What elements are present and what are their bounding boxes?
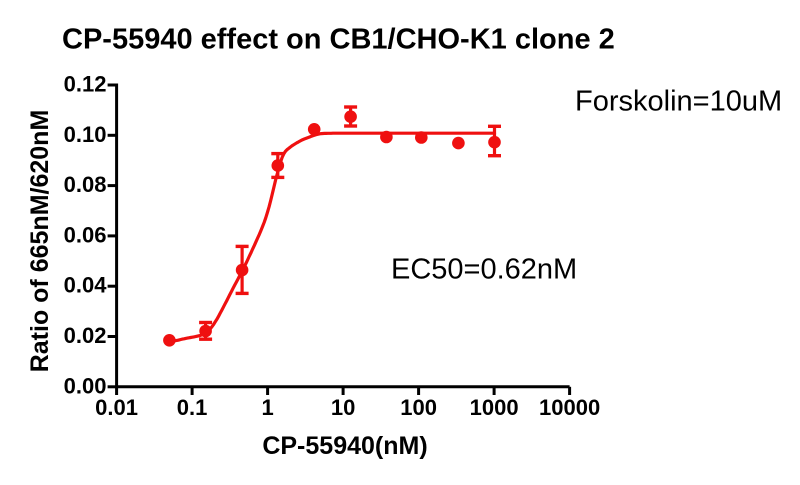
svg-text:1: 1 [261, 395, 273, 420]
svg-text:0.10: 0.10 [64, 122, 107, 147]
svg-text:CP-55940 effect on CB1/CHO-K1: CP-55940 effect on CB1/CHO-K1 clone 2 [62, 24, 615, 56]
svg-text:0.02: 0.02 [64, 323, 107, 348]
svg-text:100: 100 [400, 395, 437, 420]
svg-text:0.1: 0.1 [177, 395, 208, 420]
svg-text:0.01: 0.01 [95, 395, 138, 420]
svg-text:0.04: 0.04 [64, 273, 108, 298]
svg-text:CP-55940(nM): CP-55940(nM) [262, 432, 427, 460]
svg-text:EC50=0.62nM: EC50=0.62nM [391, 254, 577, 286]
svg-text:0.00: 0.00 [64, 373, 107, 398]
svg-text:10000: 10000 [539, 395, 600, 420]
svg-text:0.08: 0.08 [64, 172, 107, 197]
svg-text:Forskolin=10uM: Forskolin=10uM [575, 86, 782, 118]
svg-text:0.12: 0.12 [64, 72, 107, 97]
svg-text:Ratio of 665nM/620nM: Ratio of 665nM/620nM [26, 110, 54, 373]
svg-text:1000: 1000 [470, 395, 519, 420]
svg-text:0.06: 0.06 [64, 222, 107, 247]
svg-text:10: 10 [331, 395, 355, 420]
